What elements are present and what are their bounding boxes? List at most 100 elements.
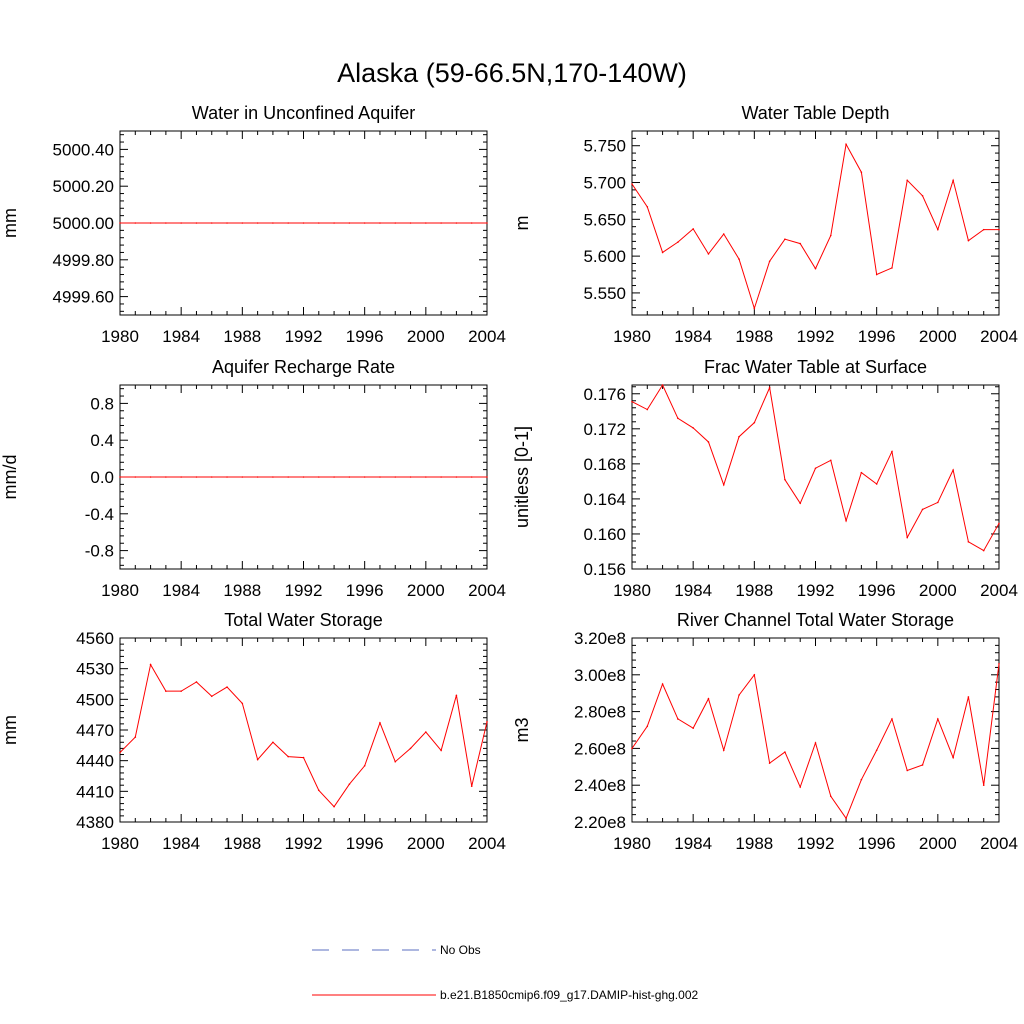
x-tick-label: 1996 [858, 581, 896, 600]
data-point [799, 502, 802, 505]
data-point [333, 222, 335, 224]
x-tick-label: 2004 [468, 581, 506, 600]
x-tick-label: 1988 [223, 581, 261, 600]
data-point [165, 222, 167, 224]
data-point [646, 725, 649, 728]
data-point [707, 697, 710, 700]
data-point [165, 476, 167, 478]
data-point [891, 718, 893, 720]
x-tick-label: 1996 [858, 327, 896, 346]
y-axis-label: mm/d [0, 455, 20, 500]
chart-panel: Water Table Depth m 1980 1984 1988 1992 1996 20… [512, 103, 1018, 346]
data-point [829, 234, 832, 237]
data-point [814, 267, 817, 270]
y-tick-label: 0.160 [583, 525, 626, 544]
data-point [845, 817, 847, 820]
y-tick-label: 3.00e8 [574, 666, 626, 685]
data-point [317, 476, 320, 478]
x-tick-label: 1984 [162, 834, 200, 853]
data-point [149, 663, 152, 666]
x-tick-label: 1984 [674, 327, 712, 346]
data-point [661, 384, 664, 386]
data-point [982, 549, 985, 552]
data-point [875, 483, 878, 485]
data-point [921, 508, 924, 511]
data-point [722, 749, 725, 752]
chart-panel: Aquifer Recharge Rate mm/d 1980 1984 1988 199… [0, 357, 506, 600]
data-point [875, 749, 878, 752]
data-point [165, 690, 167, 692]
data-point [379, 722, 381, 724]
x-tick-label: 1984 [162, 327, 200, 346]
x-tick-label: 1980 [101, 327, 139, 346]
data-point [486, 222, 488, 224]
data-point [937, 228, 939, 231]
data-point [661, 251, 664, 254]
x-tick-label: 1996 [346, 327, 384, 346]
data-point [829, 459, 832, 462]
data-point [409, 222, 412, 224]
data-point [180, 690, 182, 692]
data-point [967, 541, 970, 543]
y-axis-label: m [512, 216, 532, 231]
y-tick-label: -0.8 [85, 542, 114, 561]
data-point [409, 747, 412, 750]
data-point [998, 228, 1000, 231]
data-point [379, 476, 381, 478]
data-point [784, 478, 786, 481]
chart-panel: Water in Unconfined Aquifer mm 1980 1984 198… [0, 103, 506, 346]
data-point [768, 386, 771, 389]
y-tick-label: 0.0 [90, 468, 114, 487]
data-point [631, 183, 633, 185]
data-point [784, 751, 786, 753]
x-tick-label: 1984 [674, 581, 712, 600]
data-point [906, 536, 909, 539]
x-tick-label: 1988 [735, 581, 773, 600]
data-point [707, 441, 710, 443]
figure-title: Alaska (59-66.5N,170-140W) [337, 58, 687, 88]
data-point [149, 476, 152, 478]
data-point [982, 228, 985, 231]
y-tick-label: 5000.20 [53, 177, 114, 196]
data-point [302, 222, 305, 224]
data-point [226, 222, 228, 224]
x-tick-label: 1984 [162, 581, 200, 600]
y-tick-label: 0.168 [583, 455, 626, 474]
x-tick-label: 1996 [858, 834, 896, 853]
x-tick-label: 1988 [735, 327, 773, 346]
data-point [317, 222, 320, 224]
chart-panel: Frac Water Table at Surface unitless [0-1… [512, 357, 1018, 600]
x-tick-label: 1980 [613, 581, 651, 600]
x-tick-label: 1992 [285, 327, 323, 346]
data-point [425, 476, 427, 478]
data-point [646, 408, 649, 411]
data-point [814, 742, 817, 744]
legend-model-label: b.e21.B1850cmip6.f09_g17.DAMIP-hist-ghg.… [440, 988, 698, 1002]
data-point [210, 222, 213, 224]
y-tick-label: 2.60e8 [574, 739, 626, 758]
data-point [998, 522, 1000, 525]
y-tick-label: 4380 [76, 813, 114, 832]
panel-title: Water Table Depth [741, 103, 889, 123]
x-tick-label: 2000 [919, 834, 957, 853]
data-point [860, 778, 863, 781]
data-point [440, 222, 442, 224]
x-tick-label: 1988 [735, 834, 773, 853]
data-point [860, 171, 863, 174]
data-point [891, 450, 893, 453]
plot-frame [631, 384, 1000, 570]
chart-panels: Water in Unconfined Aquifer mm 1980 1984 198… [0, 103, 1018, 853]
data-point [425, 731, 427, 733]
data-point [287, 476, 290, 478]
data-point [210, 695, 213, 698]
x-tick-label: 1992 [797, 581, 835, 600]
y-tick-label: 5000.40 [53, 140, 114, 159]
y-tick-label: 5.600 [583, 247, 626, 266]
data-point [134, 476, 137, 478]
y-tick-label: 5.650 [583, 210, 626, 229]
y-tick-label: 4999.60 [53, 288, 114, 307]
x-tick-label: 1984 [674, 834, 712, 853]
data-point [333, 476, 335, 478]
x-tick-label: 1980 [613, 834, 651, 853]
